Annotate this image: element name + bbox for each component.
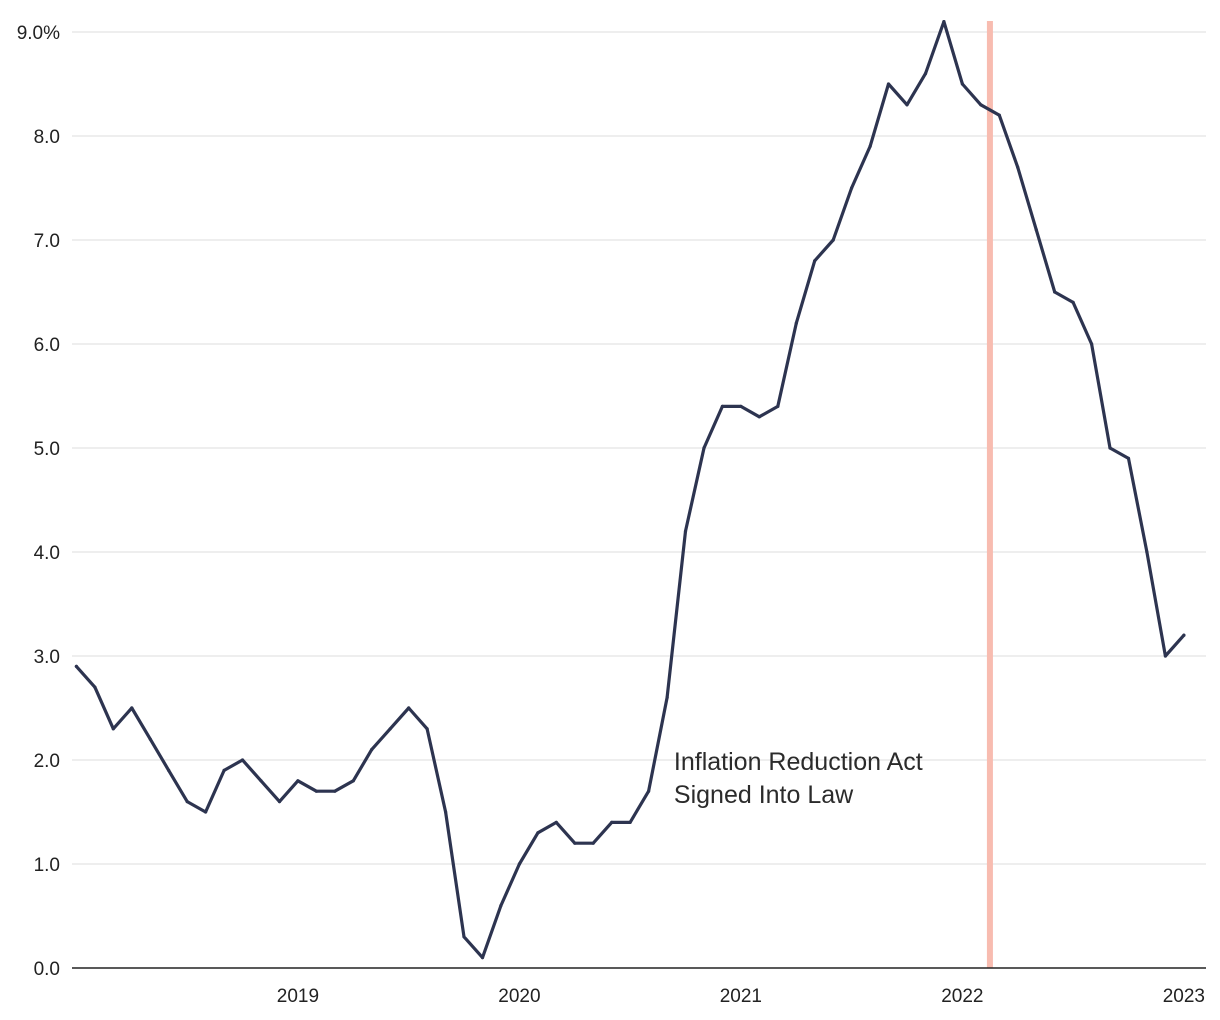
data-point-20 [444, 810, 448, 814]
data-point-32 [665, 696, 669, 700]
data-point-18 [407, 706, 411, 710]
data-point-24 [517, 862, 522, 866]
data-point-48 [960, 82, 965, 86]
data-point-57 [1126, 456, 1131, 460]
data-point-28 [591, 841, 595, 845]
data-point-36 [739, 404, 743, 408]
data-point-37 [757, 415, 761, 419]
data-point-23 [499, 904, 503, 908]
y-axis-tick-labels: 0.0 1.0 2.0 3.0 4.0 5.0 6.0 7.0 8.0 9.0% [17, 23, 60, 980]
data-point-34 [702, 446, 706, 450]
ira-annotation-line-2: Signed Into Law [674, 781, 854, 809]
data-point-51 [1016, 165, 1020, 169]
data-point-49 [979, 103, 983, 107]
data-point-44 [886, 82, 891, 86]
y-tick-label-5: 5.0 [34, 439, 60, 460]
data-point-38 [776, 404, 780, 408]
data-point-33 [683, 529, 688, 533]
data-point-52 [1034, 228, 1038, 232]
data-point-42 [850, 186, 854, 190]
data-point-47 [942, 20, 946, 24]
gridlines [72, 31, 1206, 865]
data-point-30 [628, 820, 632, 825]
data-point-54 [1071, 300, 1075, 304]
data-point-4 [148, 737, 152, 741]
data-point-41 [831, 238, 835, 242]
data-point-26 [554, 820, 558, 825]
y-tick-label-3: 3.0 [34, 647, 60, 668]
data-point-39 [794, 321, 798, 325]
x-tick-label-3: 2022 [941, 986, 983, 1007]
data-point-2 [111, 727, 115, 731]
data-point-56 [1108, 446, 1112, 450]
data-point-27 [573, 841, 577, 845]
series-line-0 [74, 20, 1186, 960]
data-point-0 [74, 664, 78, 669]
x-tick-label-0: 2019 [277, 986, 319, 1007]
data-point-19 [425, 727, 429, 731]
data-point-14 [333, 789, 337, 793]
data-point-1 [93, 685, 97, 689]
x-tick-label-1: 2020 [498, 986, 540, 1007]
data-point-50 [997, 113, 1001, 117]
y-tick-label-8: 8.0 [34, 127, 60, 148]
y-tick-label-4: 4.0 [34, 543, 60, 564]
ira-annotation-label: Inflation Reduction Act Signed Into Law [674, 748, 930, 809]
data-point-12 [296, 779, 300, 783]
x-axis-tick-labels: 2019 2020 2021 2022 2023 [277, 986, 1205, 1007]
y-tick-label-7: 7.0 [34, 231, 60, 252]
data-point-53 [1053, 290, 1057, 294]
ira-annotation-line-1: Inflation Reduction Act [674, 748, 923, 776]
data-point-22 [480, 956, 485, 960]
data-point-58 [1145, 550, 1149, 554]
data-point-21 [462, 935, 466, 939]
data-point-29 [610, 820, 614, 825]
y-tick-label-1: 1.0 [34, 855, 60, 876]
data-point-55 [1090, 342, 1094, 346]
data-point-43 [868, 144, 872, 148]
x-tick-label-2: 2021 [720, 986, 762, 1007]
data-point-40 [813, 259, 817, 263]
data-point-10 [259, 779, 263, 783]
data-point-46 [923, 72, 928, 76]
data-point-7 [204, 810, 208, 814]
data-point-5 [167, 768, 171, 773]
data-point-3 [130, 706, 134, 710]
data-point-59 [1163, 654, 1167, 658]
data-point-16 [370, 748, 374, 752]
data-point-25 [536, 831, 540, 835]
data-point-31 [647, 789, 651, 793]
data-point-9 [240, 758, 245, 762]
data-point-6 [185, 800, 189, 804]
y-tick-label-2: 2.0 [34, 751, 60, 772]
ira-signed-marker-line [986, 21, 993, 968]
y-tick-label-9: 9.0% [17, 23, 60, 44]
data-point-45 [905, 103, 909, 107]
data-point-13 [314, 789, 318, 793]
data-point-35 [720, 404, 725, 408]
data-point-8 [222, 768, 226, 773]
data-point-60 [1182, 633, 1186, 637]
y-tick-label-0: 0.0 [34, 959, 60, 980]
data-point-17 [388, 727, 392, 731]
y-tick-label-6: 6.0 [34, 335, 60, 356]
data-point-11 [277, 800, 282, 804]
x-tick-label-4: 2023 [1163, 986, 1205, 1007]
data-point-15 [351, 779, 355, 783]
series-layer [74, 20, 1186, 960]
